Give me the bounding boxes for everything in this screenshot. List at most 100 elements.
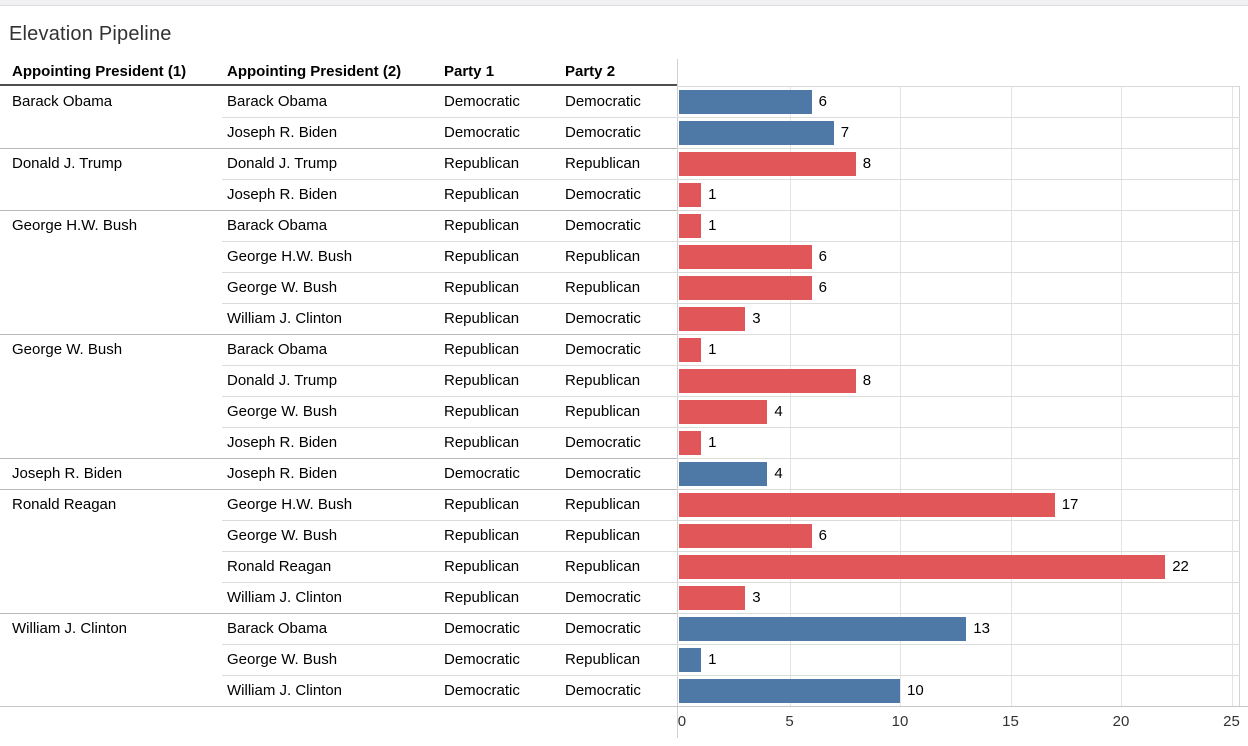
cell-party-2[interactable]: Democratic bbox=[565, 186, 641, 203]
cell-party-2[interactable]: Republican bbox=[565, 279, 641, 296]
cell-party-1[interactable]: Republican bbox=[444, 558, 520, 575]
bar[interactable] bbox=[679, 492, 1055, 517]
cell-appointing-president-2[interactable]: Donald J. Trump bbox=[227, 372, 338, 389]
table-row: Joseph R. Biden Joseph R. Biden Democratic… bbox=[0, 458, 1248, 489]
column-header-party-2[interactable]: Party 2 bbox=[565, 63, 616, 80]
bar[interactable] bbox=[679, 461, 768, 486]
cell-party-1[interactable]: Democratic bbox=[444, 651, 520, 668]
cell-appointing-president-1[interactable]: Donald J. Trump bbox=[12, 155, 123, 172]
cell-party-2[interactable]: Democratic bbox=[565, 217, 641, 234]
cell-party-1[interactable]: Republican bbox=[444, 589, 520, 606]
cell-party-1[interactable]: Republican bbox=[444, 279, 520, 296]
cell-party-1[interactable]: Republican bbox=[444, 496, 520, 513]
cell-appointing-president-2[interactable]: George W. Bush bbox=[227, 403, 338, 420]
column-header-party-1[interactable]: Party 1 bbox=[444, 63, 495, 80]
cell-party-2[interactable]: Democratic bbox=[565, 620, 641, 637]
bar[interactable] bbox=[679, 120, 834, 145]
cell-appointing-president-1[interactable]: Barack Obama bbox=[12, 93, 113, 110]
cell-appointing-president-2[interactable]: Joseph R. Biden bbox=[227, 124, 338, 141]
cell-party-2[interactable]: Republican bbox=[565, 372, 641, 389]
bar[interactable] bbox=[679, 213, 702, 238]
bar[interactable] bbox=[679, 430, 702, 455]
cell-party-2[interactable]: Republican bbox=[565, 651, 641, 668]
bar[interactable] bbox=[679, 647, 702, 672]
cell-appointing-president-2[interactable]: William J. Clinton bbox=[227, 589, 343, 606]
cell-party-1[interactable]: Republican bbox=[444, 310, 520, 327]
bar-cell: 4 bbox=[677, 458, 1248, 489]
bar[interactable] bbox=[679, 89, 812, 114]
cell-party-1[interactable]: Democratic bbox=[444, 620, 520, 637]
bar-value-label: 17 bbox=[1061, 496, 1079, 513]
cell-appointing-president-1[interactable]: William J. Clinton bbox=[12, 620, 128, 637]
cell-party-1[interactable]: Republican bbox=[444, 403, 520, 420]
column-header-appointing-president-2[interactable]: Appointing President (2) bbox=[227, 63, 402, 80]
cell-appointing-president-2[interactable]: George H.W. Bush bbox=[227, 248, 353, 265]
cell-appointing-president-2[interactable]: George W. Bush bbox=[227, 651, 338, 668]
chart-header-spacer bbox=[677, 59, 1248, 86]
cell-party-1[interactable]: Republican bbox=[444, 248, 520, 265]
cell-appointing-president-2[interactable]: William J. Clinton bbox=[227, 682, 343, 699]
cell-party-1[interactable]: Republican bbox=[444, 186, 520, 203]
bar[interactable] bbox=[679, 678, 900, 703]
cell-party-2[interactable]: Republican bbox=[565, 496, 641, 513]
bar-cell: 10 bbox=[677, 675, 1248, 706]
cell-party-1[interactable]: Democratic bbox=[444, 465, 520, 482]
bar[interactable] bbox=[679, 275, 812, 300]
cell-appointing-president-2[interactable]: Joseph R. Biden bbox=[227, 186, 338, 203]
cell-party-1[interactable]: Democratic bbox=[444, 93, 520, 110]
cell-party-2[interactable]: Democratic bbox=[565, 93, 641, 110]
cell-appointing-president-2[interactable]: Joseph R. Biden bbox=[227, 465, 338, 482]
bar[interactable] bbox=[679, 616, 967, 641]
cell-party-2[interactable]: Democratic bbox=[565, 682, 641, 699]
bar[interactable] bbox=[679, 585, 746, 610]
cell-party-1[interactable]: Republican bbox=[444, 341, 520, 358]
cell-appointing-president-1[interactable]: Ronald Reagan bbox=[12, 496, 117, 513]
cell-appointing-president-2[interactable]: Barack Obama bbox=[227, 620, 328, 637]
bar[interactable] bbox=[679, 554, 1166, 579]
cell-party-1[interactable]: Republican bbox=[444, 434, 520, 451]
bar[interactable] bbox=[679, 337, 702, 362]
bar-cell: 1 bbox=[677, 334, 1248, 365]
cell-party-1[interactable]: Democratic bbox=[444, 682, 520, 699]
bar[interactable] bbox=[679, 523, 812, 548]
cell-party-1[interactable]: Democratic bbox=[444, 124, 520, 141]
bar[interactable] bbox=[679, 244, 812, 269]
cell-party-2[interactable]: Democratic bbox=[565, 310, 641, 327]
cell-appointing-president-2[interactable]: Joseph R. Biden bbox=[227, 434, 338, 451]
cell-party-1[interactable]: Republican bbox=[444, 372, 520, 389]
cell-appointing-president-2[interactable]: Barack Obama bbox=[227, 341, 328, 358]
cell-appointing-president-2[interactable]: Ronald Reagan bbox=[227, 558, 332, 575]
cell-appointing-president-2[interactable]: Barack Obama bbox=[227, 93, 328, 110]
cell-appointing-president-2[interactable]: George W. Bush bbox=[227, 527, 338, 544]
cell-party-2[interactable]: Democratic bbox=[565, 124, 641, 141]
cell-party-2[interactable]: Republican bbox=[565, 155, 641, 172]
cell-appointing-president-2[interactable]: Donald J. Trump bbox=[227, 155, 338, 172]
cell-party-2[interactable]: Democratic bbox=[565, 341, 641, 358]
bar-value-label: 8 bbox=[862, 372, 872, 389]
cell-party-2[interactable]: Republican bbox=[565, 403, 641, 420]
bar[interactable] bbox=[679, 399, 768, 424]
bar[interactable] bbox=[679, 306, 746, 331]
cell-appointing-president-2[interactable]: Barack Obama bbox=[227, 217, 328, 234]
bar[interactable] bbox=[679, 368, 856, 393]
cell-appointing-president-2[interactable]: William J. Clinton bbox=[227, 310, 343, 327]
cell-party-2[interactable]: Republican bbox=[565, 527, 641, 544]
column-header-appointing-president-1[interactable]: Appointing President (1) bbox=[12, 63, 187, 80]
cell-appointing-president-1[interactable]: George H.W. Bush bbox=[12, 217, 138, 234]
cell-appointing-president-1[interactable]: George W. Bush bbox=[12, 341, 123, 358]
cell-appointing-president-2[interactable]: George W. Bush bbox=[227, 279, 338, 296]
cell-appointing-president-1[interactable]: Joseph R. Biden bbox=[12, 465, 123, 482]
cell-party-2[interactable]: Republican bbox=[565, 558, 641, 575]
table-row: Joseph R. Biden Republican Democratic 1 bbox=[0, 179, 1248, 210]
cell-party-2[interactable]: Republican bbox=[565, 248, 641, 265]
bar[interactable] bbox=[679, 151, 856, 176]
cell-party-1[interactable]: Republican bbox=[444, 217, 520, 234]
cell-party-1[interactable]: Republican bbox=[444, 155, 520, 172]
cell-party-2[interactable]: Democratic bbox=[565, 434, 641, 451]
cell-appointing-president-2[interactable]: George H.W. Bush bbox=[227, 496, 353, 513]
cell-party-1[interactable]: Republican bbox=[444, 527, 520, 544]
bar-cell: 1 bbox=[677, 210, 1248, 241]
cell-party-2[interactable]: Democratic bbox=[565, 589, 641, 606]
cell-party-2[interactable]: Democratic bbox=[565, 465, 641, 482]
bar[interactable] bbox=[679, 182, 702, 207]
